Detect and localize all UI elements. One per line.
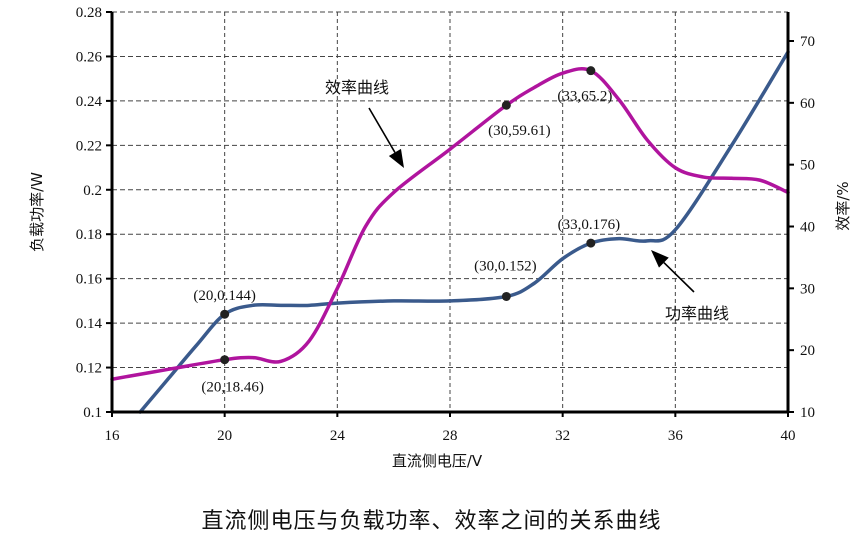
data-point-marker [586, 66, 596, 76]
y-tick-label-left: 0.28 [76, 5, 102, 21]
data-point-label: (20,18.46) [201, 380, 264, 396]
x-tick-label: 36 [668, 428, 684, 444]
y-tick-label-right: 40 [800, 220, 815, 236]
data-point-label: (30,59.61) [488, 123, 551, 139]
x-tick-label: 20 [217, 428, 232, 444]
y-tick-label-left: 0.12 [76, 361, 102, 377]
figure-caption: 直流侧电压与负载功率、效率之间的关系曲线 [201, 509, 662, 534]
x-tick-label: 24 [330, 428, 346, 444]
data-point-label: (30,0.152) [474, 258, 537, 274]
markers [220, 66, 596, 365]
y-axis-title-left: 负载功率/W [28, 172, 46, 252]
arrow-head-icon [651, 250, 669, 268]
y-tick-label-right: 60 [800, 96, 815, 112]
y-tick-label-left: 0.14 [76, 316, 103, 332]
data-point-marker [220, 309, 230, 319]
y-tick-label-left: 0.2 [83, 183, 102, 199]
y-tick-label-right: 30 [800, 281, 815, 297]
data-point-marker [220, 355, 230, 365]
annotations: (20,0.144) (30,0.152) (33,0.176) (20,18.46)… [193, 78, 729, 396]
y-tick-label-right: 20 [800, 343, 815, 359]
arrow-shaft [368, 107, 396, 153]
arrow-shaft [663, 262, 695, 293]
power-curve-label: 功率曲线 [665, 304, 729, 323]
y-tick-label-right: 70 [800, 34, 815, 50]
y-tick-label-left: 0.26 [76, 49, 103, 65]
data-point-label: (33,65.2) [557, 89, 612, 105]
x-tick-label: 32 [555, 428, 570, 444]
x-tick-label: 40 [781, 428, 796, 444]
y-tick-label-left: 0.22 [76, 138, 102, 154]
grid [112, 11, 788, 412]
tick-labels: 0.1 0.12 0.14 0.16 0.18 0.2 0.22 0.24 0.26 0.28 16… [76, 5, 815, 444]
x-tick-label: 28 [443, 428, 458, 444]
y-tick-label-left: 0.18 [76, 227, 102, 243]
x-axis-title: 直流侧电压/V [392, 452, 483, 470]
data-point-label: (20,0.144) [193, 288, 256, 304]
data-point-marker [501, 291, 511, 301]
data-point-label: (33,0.176) [558, 217, 621, 233]
arrow-head-icon [388, 148, 404, 168]
data-point-marker [586, 238, 596, 248]
x-tick-label: 16 [105, 428, 121, 444]
y-tick-label-right: 10 [800, 405, 815, 421]
y-tick-label-right: 50 [800, 158, 815, 174]
axes [106, 11, 794, 417]
data-point-marker [501, 100, 511, 110]
y-tick-label-left: 0.24 [76, 94, 103, 110]
y-axis-title-right: 效率/% [834, 181, 852, 230]
y-tick-label-left: 0.16 [76, 272, 103, 288]
y-tick-label-left: 0.1 [83, 405, 102, 421]
efficiency-curve-label: 效率曲线 [325, 78, 389, 97]
